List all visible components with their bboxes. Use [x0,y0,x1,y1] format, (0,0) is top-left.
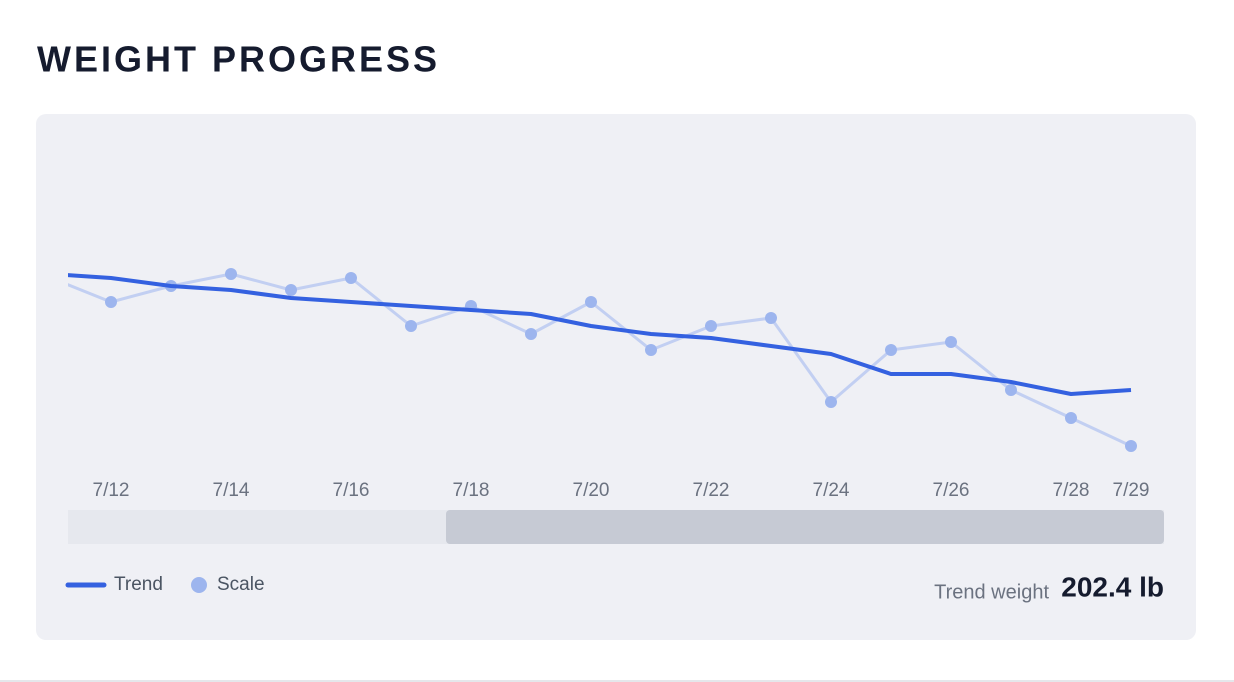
scale-point [105,296,117,308]
x-axis: 7/12 7/14 7/16 7/18 7/20 7/22 7/24 7/26 7/28 7/29 [93,480,1150,501]
x-tick-label: 7/12 [93,480,130,501]
x-tick-label: 7/26 [933,480,970,501]
x-tick-label: 7/22 [693,480,730,501]
scale-point [225,268,237,280]
range-thumb[interactable] [446,510,1164,544]
scale-point [1065,412,1077,424]
scale-point [1125,440,1137,452]
scale-point [765,312,777,324]
legend-label: Trend [114,574,163,595]
scale-point [825,396,837,408]
x-tick-label: 7/18 [453,480,490,501]
x-tick-label: 7/29 [1113,480,1150,501]
scale-point [525,328,537,340]
x-tick-label: 7/16 [333,480,370,501]
scale-point [945,336,957,348]
scale-point [405,320,417,332]
legend-swatch [191,577,207,593]
page-title: WEIGHT PROGRESS [37,39,440,80]
scale-point [1005,384,1017,396]
scale-point [705,320,717,332]
scale-point [585,296,597,308]
plot [68,268,1137,452]
x-tick-label: 7/14 [213,480,250,501]
x-tick-label: 7/28 [1053,480,1090,501]
scale-point [285,284,297,296]
legend: Trend Scale [65,574,265,595]
scale-point [885,344,897,356]
summary-label: Trend weight [934,581,1049,603]
trend-line [68,273,1132,396]
chart-card [36,114,1196,640]
x-tick-label: 7/24 [813,480,850,501]
legend-label: Scale [217,574,265,595]
x-tick-label: 7/20 [573,480,610,501]
scale-point [645,344,657,356]
scale-point [345,272,357,284]
summary-value: 202.4 lb [1061,571,1164,602]
